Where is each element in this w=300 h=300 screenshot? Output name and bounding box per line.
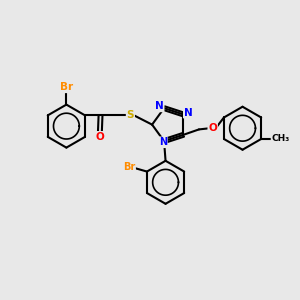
Text: Br: Br (60, 82, 73, 92)
Text: N: N (184, 108, 193, 118)
Text: Br: Br (123, 162, 135, 172)
Text: N: N (155, 101, 164, 111)
Text: N: N (159, 137, 167, 147)
Text: O: O (96, 132, 104, 142)
Text: S: S (127, 110, 134, 120)
Text: O: O (208, 123, 217, 133)
Text: CH₃: CH₃ (272, 134, 290, 143)
